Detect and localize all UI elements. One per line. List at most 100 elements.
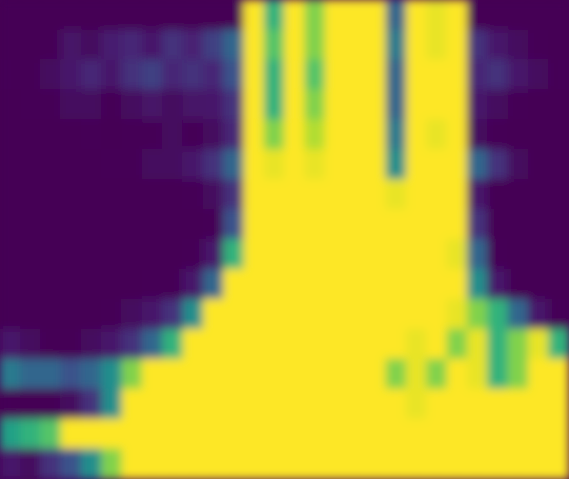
heatmap-cell (345, 449, 366, 479)
heatmap-cell (20, 119, 41, 150)
heatmap-cell (243, 449, 264, 479)
heatmap-cell (548, 179, 569, 210)
heatmap-cell (20, 0, 41, 30)
heatmap-cell (284, 29, 305, 60)
heatmap-cell (426, 29, 447, 60)
heatmap-cell (426, 359, 447, 390)
heatmap-cell (182, 119, 203, 150)
heatmap-cell (528, 419, 549, 450)
heatmap-cell (142, 239, 163, 270)
heatmap-cell (223, 179, 244, 210)
heatmap-cell (365, 89, 386, 120)
heatmap-cell (467, 239, 488, 270)
heatmap-cell (284, 0, 305, 30)
heatmap-cell (548, 59, 569, 90)
heatmap-cell (121, 389, 142, 420)
heatmap-cell (447, 0, 468, 30)
heatmap-cell (20, 239, 41, 270)
heatmap-cell (365, 449, 386, 479)
heatmap-cell (447, 119, 468, 150)
heatmap-cell (426, 179, 447, 210)
heatmap-cell (243, 209, 264, 240)
heatmap-cell (426, 419, 447, 450)
heatmap-cell (101, 119, 122, 150)
heatmap-cell (508, 0, 529, 30)
heatmap-cell (365, 419, 386, 450)
heatmap-cell (304, 449, 325, 479)
heatmap-cell (386, 329, 407, 360)
heatmap-cell (203, 269, 224, 300)
heatmap-cell (243, 119, 264, 150)
heatmap-cell (264, 419, 285, 450)
heatmap-cell (284, 449, 305, 479)
heatmap-cell (467, 179, 488, 210)
heatmap-cell (223, 89, 244, 120)
heatmap-cell (223, 269, 244, 300)
heatmap-cell (345, 299, 366, 330)
heatmap-cell (243, 179, 264, 210)
heatmap-cell (0, 449, 21, 479)
heatmap-cell (223, 149, 244, 180)
heatmap-cell (162, 239, 183, 270)
heatmap-cell (345, 119, 366, 150)
heatmap-cell (101, 179, 122, 210)
heatmap-cell (548, 0, 569, 30)
heatmap-cell (406, 359, 427, 390)
heatmap-cell (121, 179, 142, 210)
heatmap-cell (284, 389, 305, 420)
heatmap-cell (345, 209, 366, 240)
heatmap-cell (528, 29, 549, 60)
heatmap-cell (386, 29, 407, 60)
heatmap-cell (0, 89, 21, 120)
heatmap-cell (203, 89, 224, 120)
heatmap-cell (142, 269, 163, 300)
heatmap-cell (0, 269, 21, 300)
heatmap-cell (386, 299, 407, 330)
heatmap-cell (0, 359, 21, 390)
heatmap-cell (81, 419, 102, 450)
heatmap-cell (264, 269, 285, 300)
heatmap-cell (528, 119, 549, 150)
heatmap-cell (508, 389, 529, 420)
heatmap-cell (162, 89, 183, 120)
heatmap-cell (406, 299, 427, 330)
heatmap-cell (447, 209, 468, 240)
heatmap-cell (406, 209, 427, 240)
heatmap-cell (264, 389, 285, 420)
heatmap-cell (447, 389, 468, 420)
heatmap-cell (60, 59, 81, 90)
heatmap-cell (487, 59, 508, 90)
heatmap-cell (182, 449, 203, 479)
heatmap-cell (284, 239, 305, 270)
heatmap-cell (243, 389, 264, 420)
heatmap-cell (0, 179, 21, 210)
heatmap-cell (365, 0, 386, 30)
heatmap-cell (223, 419, 244, 450)
heatmap-cell (406, 239, 427, 270)
heatmap-cell (142, 449, 163, 479)
heatmap-cell (60, 269, 81, 300)
heatmap-cell (101, 299, 122, 330)
heatmap-cell (223, 59, 244, 90)
heatmap-cell (20, 389, 41, 420)
heatmap-cell (101, 149, 122, 180)
heatmap-cell (406, 419, 427, 450)
heatmap-cell (203, 0, 224, 30)
heatmap-cell (304, 329, 325, 360)
heatmap-cell (243, 239, 264, 270)
heatmap-cell (101, 269, 122, 300)
heatmap-cell (304, 299, 325, 330)
heatmap-cell (304, 29, 325, 60)
heatmap-cell (81, 239, 102, 270)
heatmap-cell (426, 209, 447, 240)
heatmap-cell (487, 0, 508, 30)
heatmap-cell (365, 119, 386, 150)
heatmap-cell (467, 209, 488, 240)
heatmap-cell (284, 149, 305, 180)
heatmap-cell (81, 149, 102, 180)
heatmap-cell (223, 449, 244, 479)
heatmap-cell (203, 179, 224, 210)
heatmap-cell (304, 389, 325, 420)
heatmap-cell (365, 149, 386, 180)
heatmap-cell (81, 0, 102, 30)
